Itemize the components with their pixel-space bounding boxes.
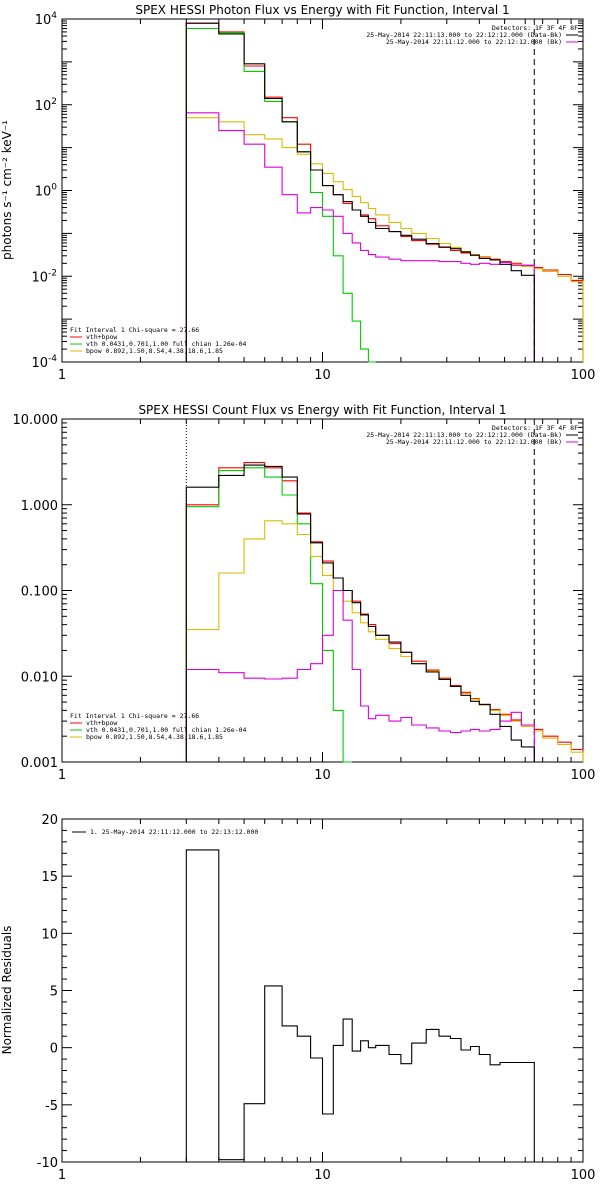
x-tick-label: 10 — [314, 368, 331, 383]
y-tick-label: 102 — [35, 97, 57, 114]
y-tick-exponent: 0 — [51, 183, 57, 193]
y-tick-base: 10 — [35, 99, 52, 114]
x-tick-label: 1 — [58, 368, 66, 383]
chart-title: SPEX HESSI Count Flux vs Energy with Fit… — [138, 403, 506, 417]
y-tick-label: 104 — [35, 11, 58, 28]
y-tick-base: 10 — [35, 13, 52, 28]
legend-entry: 25-May-2014 22:11:12.000 to 22:12:12.000… — [386, 38, 562, 46]
y-tick-label: 15 — [41, 870, 58, 885]
y-tick-label: -5 — [45, 1099, 58, 1114]
y-tick-label: 10-4 — [31, 354, 57, 371]
y-tick-base: 10 — [35, 185, 52, 200]
x-tick-label: 100 — [571, 368, 596, 383]
y-tick-label: 0.010 — [21, 670, 58, 685]
y-tick-label: 100 — [35, 183, 58, 200]
y-tick-label: 0 — [50, 1042, 58, 1057]
x-tick-label: 10 — [314, 768, 331, 783]
plot-frame — [62, 19, 583, 362]
y-tick-exponent: 4 — [51, 11, 57, 21]
residuals-chart: Normalized Residuals 1 10 100 -10 -5 0 5 10 15 20 1… — [0, 813, 595, 1183]
series-line — [186, 23, 583, 362]
x-tick-label: 1 — [58, 768, 66, 783]
x-tick-label: 10 — [314, 1168, 331, 1183]
series-line — [186, 23, 534, 362]
series-line — [186, 29, 375, 363]
series-line — [186, 118, 583, 362]
y-tick-label: 10-2 — [31, 268, 57, 285]
y-tick-label: 10 — [41, 927, 58, 942]
y-axis-label: photons s⁻¹ cm⁻² keV⁻¹ — [0, 120, 14, 260]
x-tick-label: 1 — [58, 1168, 66, 1183]
series-line — [186, 850, 534, 1162]
chart-title: SPEX HESSI Photon Flux vs Energy with Fi… — [135, 3, 509, 17]
photon-flux-chart: SPEX HESSI Photon Flux vs Energy with Fi… — [0, 3, 595, 383]
legend-entry: 25-May-2014 22:11:12.000 to 22:12:12.000… — [386, 438, 562, 446]
y-tick-label: 0.100 — [21, 585, 58, 600]
y-tick-exponent: -4 — [48, 354, 57, 364]
y-tick-label: 1.000 — [21, 499, 58, 514]
series-line — [186, 463, 583, 762]
count-flux-chart: SPEX HESSI Count Flux vs Energy with Fit… — [13, 403, 596, 783]
y-tick-label: 0.001 — [21, 756, 58, 771]
y-tick-exponent: 2 — [51, 97, 57, 107]
y-tick-label: 10.000 — [13, 413, 59, 428]
y-tick-label: -10 — [37, 1156, 58, 1171]
y-tick-base: 10 — [31, 270, 48, 285]
y-tick-exponent: -2 — [48, 268, 57, 278]
legend-entry: bpow 0.892,1.50,8.54,4.38,18.6,1.85 — [86, 733, 223, 741]
x-tick-label: 100 — [571, 768, 596, 783]
legend-entry: bpow 0.892,1.50,8.54,4.38,18.6,1.85 — [86, 347, 223, 355]
y-axis-label: Normalized Residuals — [0, 926, 14, 1055]
series-line — [186, 468, 352, 762]
x-tick-label: 100 — [571, 1168, 596, 1183]
y-tick-label: 20 — [41, 813, 58, 828]
legend-entry: 1. 25-May-2014 22:11:12.000 to 22:13:12.… — [90, 828, 258, 836]
series-line — [186, 465, 534, 762]
y-tick-base: 10 — [31, 356, 48, 371]
y-tick-label: 5 — [50, 985, 58, 1000]
